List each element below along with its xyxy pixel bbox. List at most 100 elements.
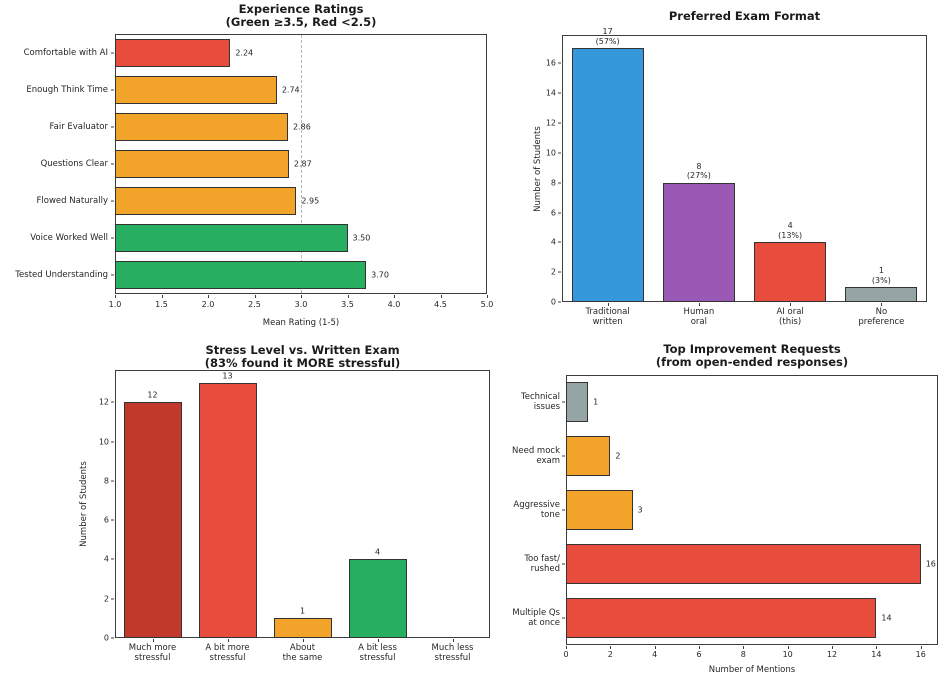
x-tick-label: 14 xyxy=(871,650,882,659)
y-tick-mark xyxy=(111,89,114,91)
y-tick-mark xyxy=(562,455,565,457)
chart-title: Preferred Exam Format xyxy=(668,9,821,23)
bar-value-label: 14 xyxy=(881,613,892,623)
x-tick-mark xyxy=(377,639,379,642)
bar-value-label: 1 xyxy=(299,606,306,616)
y-tick-mark xyxy=(111,637,114,639)
y-tick-label: 4 xyxy=(550,237,556,247)
x-tick-mark xyxy=(610,646,612,649)
y-tick-label: 0 xyxy=(103,633,109,643)
category-label: Too fast/ rushed xyxy=(524,554,560,574)
x-tick-mark xyxy=(254,295,256,298)
bar xyxy=(115,187,297,216)
x-tick-mark xyxy=(487,295,488,298)
y-tick-label: 14 xyxy=(545,88,556,98)
x-tick-label: 6 xyxy=(696,650,702,659)
y-tick-label: 8 xyxy=(103,476,109,486)
x-tick-mark xyxy=(115,295,116,298)
category-label: Fair Evaluator xyxy=(49,121,108,132)
x-tick-mark xyxy=(302,639,304,642)
chart-title: Stress Level vs. Written Exam xyxy=(205,343,400,357)
y-tick-label: 6 xyxy=(550,208,556,217)
x-tick-mark xyxy=(607,303,609,306)
y-tick-mark xyxy=(111,519,114,521)
category-label: Multiple Qs at once xyxy=(512,608,560,628)
bar-value-label: 1 xyxy=(593,397,599,407)
category-label: Aggressive tone xyxy=(513,500,560,520)
x-tick-label: 4.0 xyxy=(387,300,401,309)
y-tick-mark xyxy=(111,274,114,276)
x-category-label: A bit less stressful xyxy=(358,643,397,663)
bar-value-label: 2.24 xyxy=(235,47,254,57)
x-category-label: Much less stressful xyxy=(431,643,474,663)
x-tick-label: 3.0 xyxy=(294,300,308,309)
category-label: Flowed Naturally xyxy=(36,196,108,207)
x-tick-mark xyxy=(208,295,209,298)
bar xyxy=(115,38,231,67)
x-tick-label: 1.5 xyxy=(155,300,168,309)
y-tick-mark xyxy=(558,301,561,303)
x-tick-mark xyxy=(161,295,163,298)
chart-stress-level: Stress Level vs. Written Exam (83% found… xyxy=(0,340,500,690)
bar xyxy=(571,48,644,302)
x-tick-mark xyxy=(743,646,745,649)
x-tick-label: 2.5 xyxy=(248,300,261,309)
bar-value-label: 2 xyxy=(615,451,621,461)
chart-title: Experience Ratings xyxy=(238,2,364,16)
y-tick-mark xyxy=(111,558,114,560)
bar xyxy=(115,75,277,104)
y-tick-mark xyxy=(558,241,561,243)
x-tick-mark xyxy=(347,295,349,298)
y-tick-mark xyxy=(111,401,114,403)
y-axis-label: Number of Students xyxy=(533,125,543,212)
chart-experience-ratings: Experience Ratings (Green ≥3.5, Red <2.5… xyxy=(0,0,500,340)
x-tick-mark xyxy=(832,646,834,649)
x-tick-label: 12 xyxy=(826,650,838,659)
x-tick-mark xyxy=(790,303,792,306)
x-tick-label: 16 xyxy=(915,650,926,659)
x-tick-mark xyxy=(881,303,883,306)
bar-value-label: 13 xyxy=(222,371,233,381)
reference-line xyxy=(301,35,302,293)
x-tick-mark xyxy=(152,639,154,642)
bar-value-label: 3.50 xyxy=(352,233,371,243)
y-tick-label: 0 xyxy=(550,297,556,307)
bar-value-label: 2.95 xyxy=(301,196,320,206)
x-tick-label: 2 xyxy=(607,650,613,659)
bar xyxy=(115,224,348,253)
bar-value-label: 3.70 xyxy=(371,270,389,280)
y-tick-mark xyxy=(111,126,114,128)
category-label: Tested Understanding xyxy=(15,270,108,281)
x-tick-mark xyxy=(698,303,700,306)
y-tick-mark xyxy=(558,92,561,94)
x-tick-label: 1.0 xyxy=(108,300,122,309)
bar xyxy=(198,382,257,638)
bar xyxy=(348,559,407,638)
bar-value-label: 4 xyxy=(374,547,381,557)
x-tick-label: 10 xyxy=(782,650,793,659)
bar xyxy=(566,490,633,530)
x-category-label: Much more stressful xyxy=(128,643,177,663)
x-tick-label: 3.5 xyxy=(341,300,354,309)
category-label: Voice Worked Well xyxy=(30,233,108,244)
bar-value-label: 12 xyxy=(147,390,158,400)
bar xyxy=(662,182,735,302)
y-tick-label: 10 xyxy=(98,437,109,447)
x-tick-mark xyxy=(654,646,656,649)
category-label: Technical issues xyxy=(520,392,560,412)
y-tick-label: 16 xyxy=(545,58,556,68)
x-tick-label: 8 xyxy=(740,650,746,659)
y-tick-mark xyxy=(111,598,114,600)
bar xyxy=(273,618,332,638)
x-tick-mark xyxy=(566,646,567,649)
bar xyxy=(566,544,921,584)
y-tick-mark xyxy=(562,401,565,403)
bar xyxy=(115,112,288,141)
bar-value-label: 17 (57%) xyxy=(595,27,620,46)
chart-subtitle: (83% found it MORE stressful) xyxy=(204,356,401,370)
y-tick-mark xyxy=(558,62,561,64)
y-tick-mark xyxy=(558,212,561,213)
x-category-label: Traditional written xyxy=(585,307,630,327)
x-tick-mark xyxy=(876,646,878,649)
x-tick-mark xyxy=(301,295,302,298)
